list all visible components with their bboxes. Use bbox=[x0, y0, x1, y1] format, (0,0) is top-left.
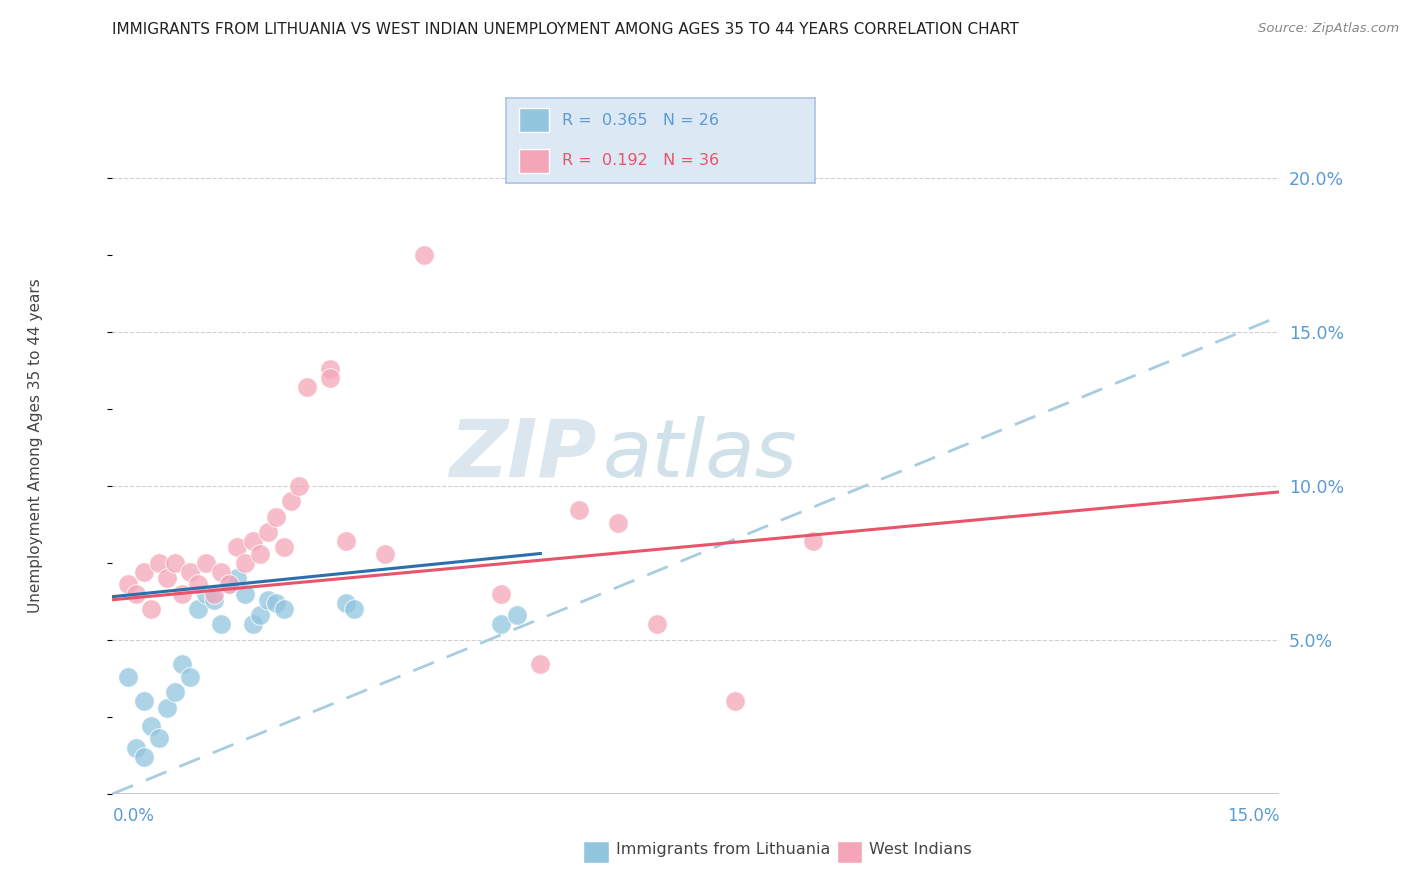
FancyBboxPatch shape bbox=[519, 149, 550, 173]
Point bbox=[335, 596, 357, 610]
Point bbox=[132, 565, 155, 579]
Point bbox=[264, 509, 287, 524]
Text: atlas: atlas bbox=[603, 416, 797, 494]
Point bbox=[141, 602, 163, 616]
Point bbox=[218, 577, 240, 591]
Point bbox=[179, 670, 201, 684]
Text: Immigrants from Lithuania: Immigrants from Lithuania bbox=[616, 842, 830, 856]
Point bbox=[242, 534, 264, 549]
Point bbox=[148, 556, 170, 570]
Text: ZIP: ZIP bbox=[450, 416, 596, 494]
Point bbox=[264, 596, 287, 610]
Point bbox=[249, 547, 271, 561]
Point bbox=[202, 592, 225, 607]
Point bbox=[319, 361, 342, 376]
Point bbox=[148, 731, 170, 746]
Point bbox=[343, 602, 366, 616]
Point bbox=[491, 586, 513, 600]
Point bbox=[257, 592, 280, 607]
Point bbox=[141, 719, 163, 733]
Point bbox=[156, 571, 179, 585]
Point bbox=[233, 586, 256, 600]
Point bbox=[273, 541, 295, 555]
Text: R =  0.365   N = 26: R = 0.365 N = 26 bbox=[562, 112, 718, 128]
Point bbox=[187, 577, 209, 591]
Point bbox=[374, 547, 396, 561]
FancyBboxPatch shape bbox=[519, 108, 550, 132]
Point bbox=[132, 694, 155, 708]
Point bbox=[280, 494, 302, 508]
Point bbox=[491, 617, 513, 632]
Point bbox=[568, 503, 591, 517]
Point bbox=[125, 586, 148, 600]
Point bbox=[506, 608, 529, 623]
Point bbox=[172, 657, 194, 672]
Point bbox=[529, 657, 551, 672]
Point bbox=[172, 586, 194, 600]
Point bbox=[335, 534, 357, 549]
Point bbox=[117, 670, 139, 684]
Point bbox=[724, 694, 747, 708]
Text: Source: ZipAtlas.com: Source: ZipAtlas.com bbox=[1258, 22, 1399, 36]
Point bbox=[319, 371, 342, 385]
Point bbox=[179, 565, 201, 579]
Point bbox=[194, 586, 217, 600]
Point bbox=[249, 608, 271, 623]
Point bbox=[156, 700, 179, 714]
Point bbox=[242, 617, 264, 632]
Point bbox=[194, 556, 217, 570]
Point bbox=[412, 247, 434, 261]
Point bbox=[801, 534, 824, 549]
Point bbox=[125, 740, 148, 755]
Point bbox=[295, 380, 318, 394]
Point bbox=[163, 556, 186, 570]
Point bbox=[132, 750, 155, 764]
Text: Unemployment Among Ages 35 to 44 years: Unemployment Among Ages 35 to 44 years bbox=[28, 278, 42, 614]
Point bbox=[645, 617, 668, 632]
Text: R =  0.192   N = 36: R = 0.192 N = 36 bbox=[562, 153, 718, 169]
Point bbox=[273, 602, 295, 616]
Point bbox=[257, 524, 280, 539]
Point bbox=[209, 565, 232, 579]
Point bbox=[226, 571, 249, 585]
Point bbox=[218, 577, 240, 591]
Point bbox=[163, 685, 186, 699]
Point bbox=[233, 556, 256, 570]
Point bbox=[288, 479, 311, 493]
Point bbox=[209, 617, 232, 632]
Point bbox=[202, 586, 225, 600]
Text: 0.0%: 0.0% bbox=[112, 807, 155, 825]
Point bbox=[187, 602, 209, 616]
Text: West Indians: West Indians bbox=[869, 842, 972, 856]
Point bbox=[607, 516, 630, 530]
Point bbox=[117, 577, 139, 591]
Text: 15.0%: 15.0% bbox=[1227, 807, 1279, 825]
Text: IMMIGRANTS FROM LITHUANIA VS WEST INDIAN UNEMPLOYMENT AMONG AGES 35 TO 44 YEARS : IMMIGRANTS FROM LITHUANIA VS WEST INDIAN… bbox=[112, 22, 1019, 37]
Point bbox=[226, 541, 249, 555]
